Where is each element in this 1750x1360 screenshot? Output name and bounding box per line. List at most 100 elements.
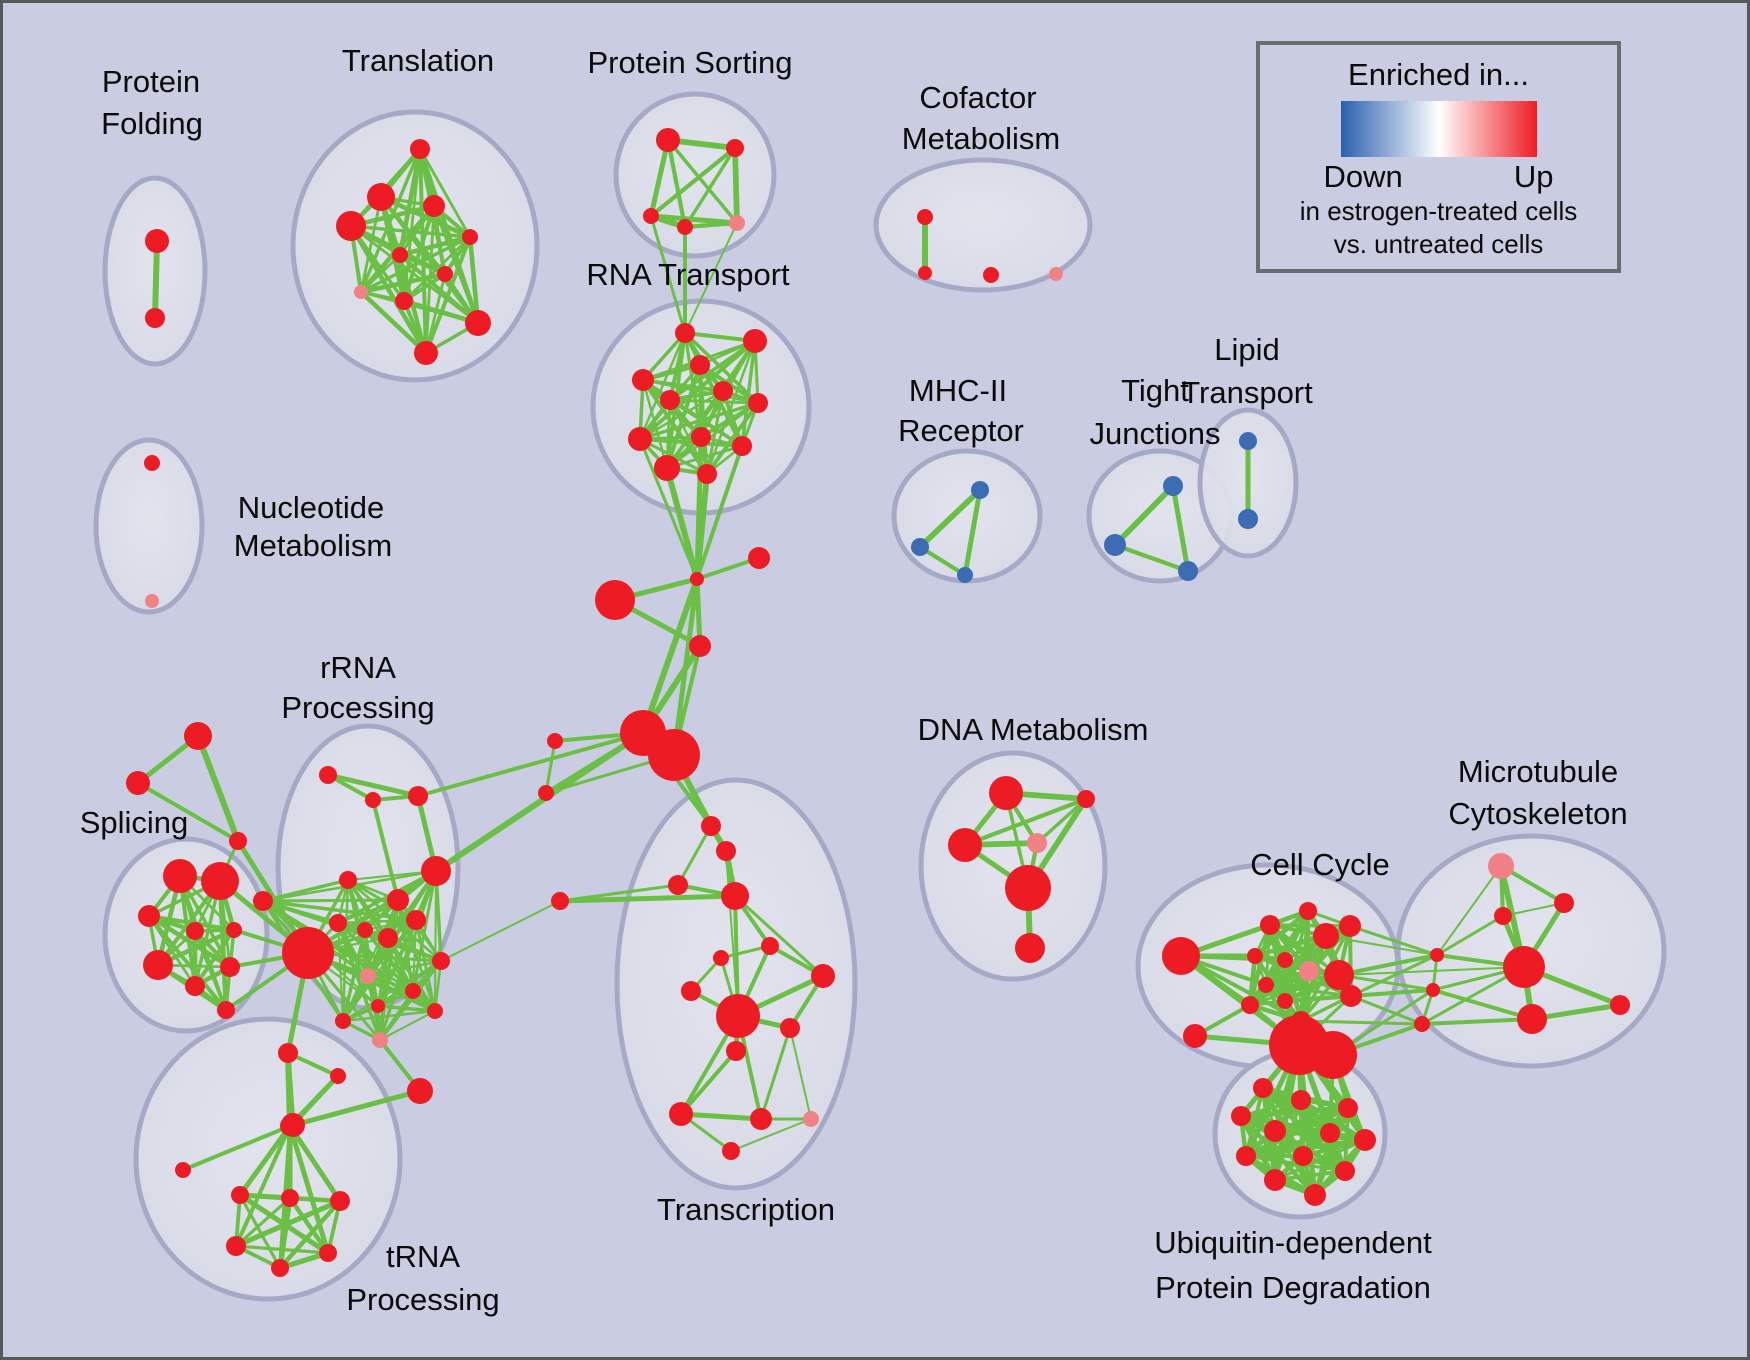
node-u7[interactable]: [1354, 1129, 1376, 1151]
node-dn6[interactable]: [1015, 933, 1045, 963]
node-tx8[interactable]: [681, 981, 701, 1001]
node-j2[interactable]: [1426, 983, 1440, 997]
node-ch7[interactable]: [551, 892, 569, 910]
node-tn3[interactable]: [330, 1191, 350, 1211]
node-m5[interactable]: [1517, 1004, 1547, 1034]
node-rr15[interactable]: [371, 999, 385, 1013]
node-ch5[interactable]: [547, 733, 563, 749]
node-tx2[interactable]: [716, 841, 736, 861]
node-rt6[interactable]: [660, 390, 680, 410]
node-ch2[interactable]: [748, 547, 770, 569]
node-cc3[interactable]: [1313, 923, 1339, 949]
node-sp1[interactable]: [163, 859, 197, 893]
node-tx11[interactable]: [669, 1102, 693, 1126]
node-tx1[interactable]: [701, 816, 721, 836]
node-tx13[interactable]: [803, 1111, 819, 1127]
node-txhub[interactable]: [716, 994, 760, 1038]
node-tnconn[interactable]: [280, 1116, 300, 1136]
node-tr3[interactable]: [423, 195, 445, 217]
node-rr12[interactable]: [360, 968, 376, 984]
node-rrhub[interactable]: [282, 927, 334, 979]
node-sp8[interactable]: [220, 957, 240, 977]
node-rr14[interactable]: [405, 983, 421, 999]
node-m4[interactable]: [1503, 946, 1545, 988]
node-tg1[interactable]: [184, 722, 212, 750]
node-rr11[interactable]: [378, 928, 398, 948]
node-tn4[interactable]: [226, 1236, 246, 1256]
node-tr6[interactable]: [392, 247, 408, 263]
node-cc9[interactable]: [1258, 977, 1274, 993]
node-cc2[interactable]: [1299, 902, 1317, 920]
node-mh3[interactable]: [957, 567, 973, 583]
node-cc0[interactable]: [1162, 937, 1200, 975]
node-cc7[interactable]: [1299, 961, 1319, 981]
node-rr1[interactable]: [319, 766, 337, 784]
node-cc6[interactable]: [1277, 952, 1293, 968]
node-tj3[interactable]: [1178, 561, 1198, 581]
node-u2[interactable]: [1291, 1090, 1311, 1110]
node-cc1[interactable]: [1260, 915, 1280, 935]
node-tn1[interactable]: [231, 1186, 249, 1204]
node-tr11[interactable]: [414, 341, 438, 365]
node-tn2[interactable]: [281, 1189, 299, 1207]
node-mh2[interactable]: [911, 538, 929, 556]
node-rt1[interactable]: [675, 323, 695, 343]
node-nm1[interactable]: [144, 455, 160, 471]
node-tx9[interactable]: [780, 1018, 800, 1038]
node-dn3[interactable]: [948, 828, 982, 862]
node-tr8[interactable]: [354, 285, 368, 299]
node-m2[interactable]: [1554, 893, 1574, 913]
node-tx10[interactable]: [726, 1041, 746, 1061]
node-rt4[interactable]: [690, 355, 710, 375]
node-tr9[interactable]: [395, 292, 413, 310]
node-tr7[interactable]: [437, 266, 453, 282]
node-rt2[interactable]: [743, 329, 767, 353]
node-pf1[interactable]: [145, 229, 169, 253]
node-tg3[interactable]: [229, 832, 247, 850]
node-uout[interactable]: [1183, 1024, 1207, 1048]
node-rt12[interactable]: [697, 464, 717, 484]
node-rr6[interactable]: [421, 856, 451, 886]
node-rr7[interactable]: [253, 891, 273, 911]
node-rr3[interactable]: [408, 786, 428, 806]
node-tr2[interactable]: [367, 183, 395, 211]
node-cc12[interactable]: [1340, 985, 1362, 1007]
node-ps4[interactable]: [677, 219, 693, 235]
node-rt9[interactable]: [628, 427, 652, 451]
node-u8[interactable]: [1236, 1146, 1256, 1166]
node-ch6[interactable]: [538, 785, 554, 801]
node-sp7[interactable]: [185, 976, 205, 996]
node-sp5[interactable]: [226, 922, 242, 938]
node-rr17[interactable]: [335, 1013, 351, 1029]
node-tr1[interactable]: [410, 139, 430, 159]
node-u10[interactable]: [1335, 1161, 1355, 1181]
node-rt5[interactable]: [713, 381, 733, 401]
node-tx12[interactable]: [750, 1108, 772, 1130]
node-tg2[interactable]: [126, 771, 150, 795]
node-u5[interactable]: [1264, 1120, 1286, 1142]
node-u6[interactable]: [1320, 1123, 1340, 1143]
node-cc10[interactable]: [1241, 996, 1259, 1014]
node-ch4[interactable]: [689, 635, 711, 657]
node-rr20[interactable]: [330, 1068, 346, 1084]
node-rt10[interactable]: [732, 436, 752, 456]
node-tr10[interactable]: [465, 310, 491, 336]
node-pf2[interactable]: [145, 308, 165, 328]
node-mh1[interactable]: [971, 481, 989, 499]
node-j3[interactable]: [1414, 1016, 1430, 1032]
node-tx14[interactable]: [722, 1142, 740, 1160]
node-cc8[interactable]: [1324, 960, 1354, 990]
node-tn6[interactable]: [319, 1244, 337, 1262]
node-rr19[interactable]: [278, 1043, 298, 1063]
node-dn5[interactable]: [1005, 865, 1051, 911]
node-tx3[interactable]: [668, 875, 688, 895]
node-sp6[interactable]: [143, 950, 173, 980]
node-dn1[interactable]: [989, 776, 1023, 810]
node-m1[interactable]: [1488, 853, 1514, 879]
node-sp4[interactable]: [186, 922, 204, 940]
node-cf4[interactable]: [1049, 267, 1063, 281]
node-ch3[interactable]: [595, 580, 635, 620]
node-tx7[interactable]: [811, 964, 835, 988]
node-tx4[interactable]: [721, 882, 749, 910]
node-rr2[interactable]: [365, 792, 381, 808]
